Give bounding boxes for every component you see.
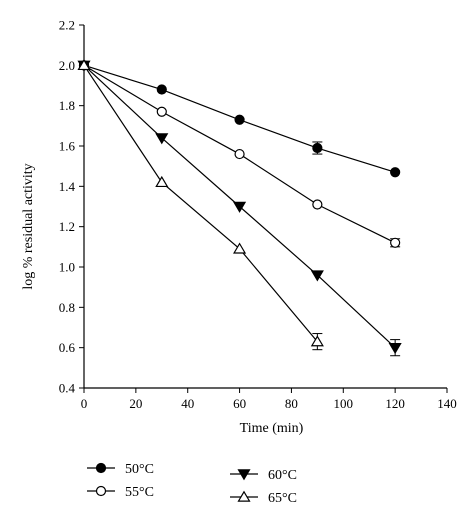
x-tick-label: 40 — [181, 396, 194, 411]
y-tick-label: 1.0 — [59, 260, 75, 275]
series-line — [83, 65, 318, 343]
y-tick-label: 2.0 — [59, 58, 75, 73]
legend-symbol — [87, 485, 115, 497]
data-point — [234, 114, 245, 125]
x-tick-label: 60 — [233, 396, 246, 411]
x-ticks: 0 20 40 60 80 100 120 140 — [81, 388, 457, 411]
data-point — [155, 175, 169, 188]
x-tick-label: 0 — [81, 396, 88, 411]
y-tick-label: 0.8 — [59, 300, 75, 315]
legend-label: 60°C — [268, 468, 297, 483]
data-point — [77, 58, 91, 71]
x-tick-label: 140 — [437, 396, 457, 411]
y-tick-label: 1.6 — [59, 139, 76, 154]
legend-marker — [95, 462, 107, 474]
legend-item: 50°C — [87, 462, 154, 477]
legend-label: 55°C — [125, 485, 154, 500]
x-axis-title: Time (min) — [240, 421, 304, 436]
y-tick-label: 0.6 — [59, 340, 76, 355]
data-point — [234, 148, 245, 160]
y-tick-label: 1.2 — [59, 219, 75, 234]
data-point — [310, 335, 324, 347]
data-point — [310, 270, 324, 282]
legend-marker — [237, 490, 251, 502]
series — [78, 60, 401, 178]
plot-area — [77, 58, 402, 357]
y-tick-label: 0.4 — [59, 381, 76, 396]
data-point — [390, 237, 401, 248]
legend-symbol — [230, 469, 258, 481]
x-tick-label: 120 — [385, 396, 405, 411]
legend: 50°C 55°C 60°C 65°C — [87, 462, 297, 506]
series — [77, 60, 402, 357]
data-point — [312, 142, 323, 154]
axes — [83, 25, 447, 389]
legend-marker — [95, 485, 107, 497]
y-axis-title: log % residual activity — [21, 163, 36, 289]
legend-label: 50°C — [125, 462, 154, 477]
x-tick-label: 20 — [129, 396, 142, 411]
y-ticks: 0.4 0.6 0.8 1.0 1.2 1.4 1.6 1.8 2.0 2.2 — [59, 18, 84, 396]
x-tick-label: 100 — [334, 396, 354, 411]
x-tick-label: 80 — [285, 396, 298, 411]
legend-item: 55°C — [87, 485, 154, 500]
legend-symbol — [230, 490, 258, 502]
y-tick-label: 2.2 — [59, 18, 75, 33]
data-point — [233, 242, 247, 254]
data-point — [155, 133, 169, 145]
series — [77, 58, 324, 351]
series — [78, 60, 401, 248]
y-tick-label: 1.4 — [59, 179, 76, 194]
legend-marker — [237, 469, 251, 481]
legend-item: 60°C — [230, 468, 297, 483]
data-point — [388, 342, 402, 355]
data-point — [156, 106, 167, 117]
data-point — [312, 199, 323, 210]
data-point — [233, 201, 247, 213]
legend-label: 65°C — [268, 491, 297, 506]
data-point — [156, 84, 167, 95]
legend-item: 65°C — [230, 490, 297, 506]
y-tick-label: 1.8 — [59, 98, 75, 113]
legend-symbol — [87, 462, 115, 474]
data-point — [390, 167, 401, 178]
